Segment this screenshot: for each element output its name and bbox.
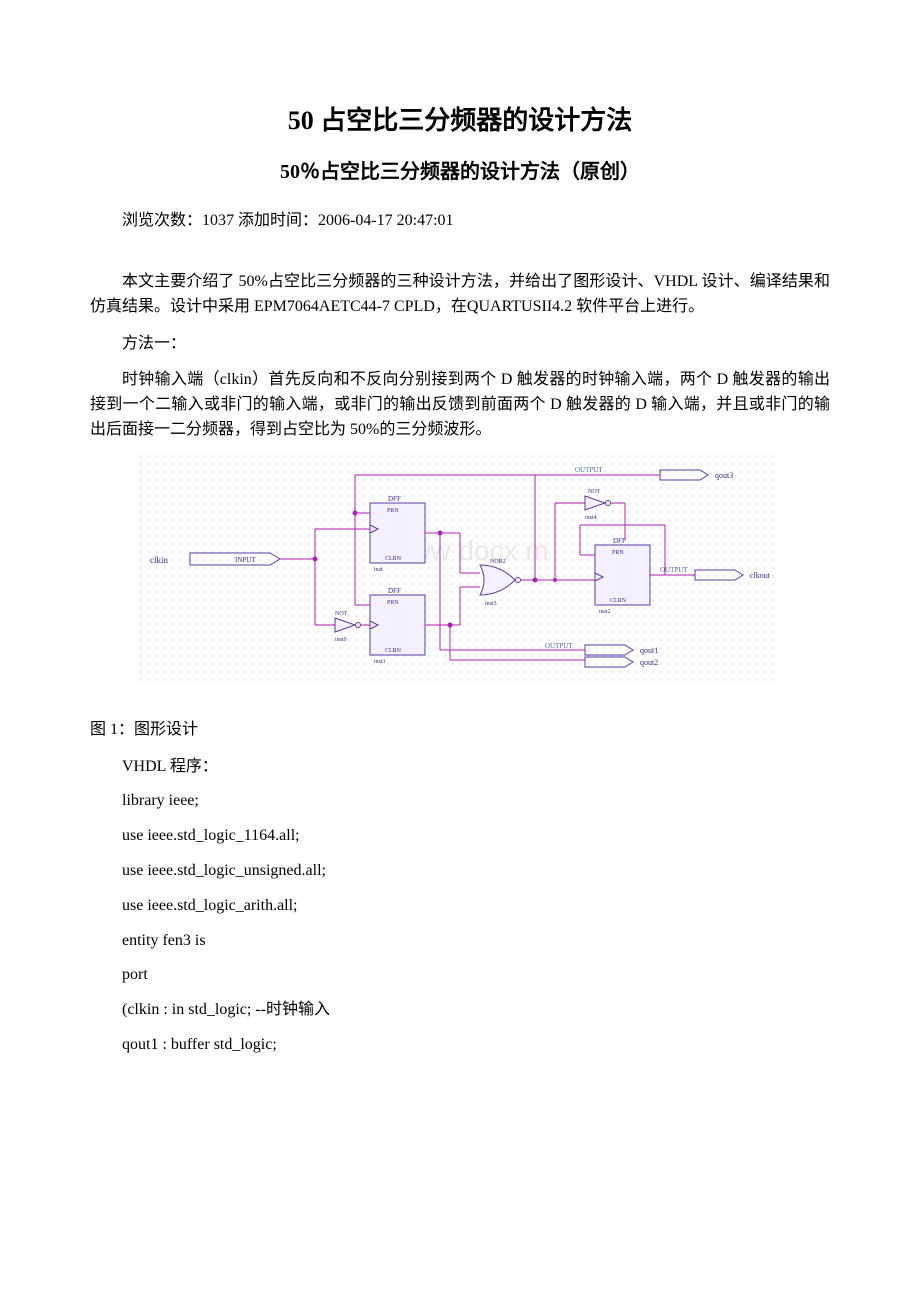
code-line-2: use ieee.std_logic_1164.all; [90,824,830,849]
svg-text:DFF: DFF [388,587,401,595]
svg-text:OUTPUT: OUTPUT [575,466,603,474]
schematic-diagram: www docx m clkin INPUT [90,455,830,690]
svg-text:inst9: inst9 [335,637,347,643]
svg-text:CLRN: CLRN [610,598,627,604]
svg-text:DFF: DFF [388,495,401,503]
svg-text:CLRN: CLRN [385,556,402,562]
meta-line: 浏览次数：1037 添加时间：2006-04-17 20:47:01 [90,206,830,230]
code-line-1: library ieee; [90,789,830,814]
svg-text:PRN: PRN [387,600,399,606]
svg-text:qout3: qout3 [715,471,733,480]
svg-text:INPUT: INPUT [235,556,256,564]
intro-paragraph: 本文主要介绍了 50%占空比三分频器的三种设计方法，并给出了图形设计、VHDL … [90,270,830,320]
svg-text:clkin: clkin [150,555,168,565]
svg-text:NOT: NOT [588,489,601,495]
svg-text:PRN: PRN [387,508,399,514]
svg-text:inst1: inst1 [374,659,386,665]
svg-text:qout1: qout1 [640,646,658,655]
code-line-8: qout1 : buffer std_logic; [90,1033,830,1058]
sub-title: 50％占空比三分频器的设计方法（原创） [90,155,830,184]
document-page: 50 占空比三分频器的设计方法 50％占空比三分频器的设计方法（原创） 浏览次数… [0,0,920,1128]
method-1-body: 时钟输入端（clkin）首先反向和不反向分别接到两个 D 触发器的时钟输入端，两… [90,368,830,442]
code-line-4: use ieee.std_logic_arith.all; [90,894,830,919]
svg-text:qout2: qout2 [640,658,658,667]
svg-text:inst4: inst4 [585,515,597,521]
svg-text:inst3: inst3 [485,601,497,607]
code-heading: VHDL 程序： [90,755,830,780]
figure-caption: 图 1：图形设计 [90,718,830,743]
svg-text:PRN: PRN [612,550,624,556]
code-line-6: port [90,963,830,988]
main-title: 50 占空比三分频器的设计方法 [90,100,830,137]
schematic-svg: www docx m clkin INPUT [140,455,780,685]
svg-text:inst: inst [374,567,383,573]
dff-top: DFF PRN CLRN inst [370,495,425,573]
code-line-3: use ieee.std_logic_unsigned.all; [90,859,830,884]
code-line-7: (clkin : in std_logic; --时钟输入 [90,998,830,1023]
dff-bottom: DFF PRN CLRN inst1 [370,587,425,665]
method-1-label: 方法一： [90,332,830,357]
svg-text:CLRN: CLRN [385,648,402,654]
svg-text:NOT: NOT [335,611,348,617]
svg-text:clkout: clkout [750,571,771,580]
svg-text:inst2: inst2 [599,609,611,615]
code-line-5: entity fen3 is [90,929,830,954]
svg-text:DFF: DFF [613,537,626,545]
svg-text:OUTPUT: OUTPUT [545,642,573,650]
svg-text:OUTPUT: OUTPUT [660,566,688,574]
svg-text:NOR2: NOR2 [490,559,506,565]
